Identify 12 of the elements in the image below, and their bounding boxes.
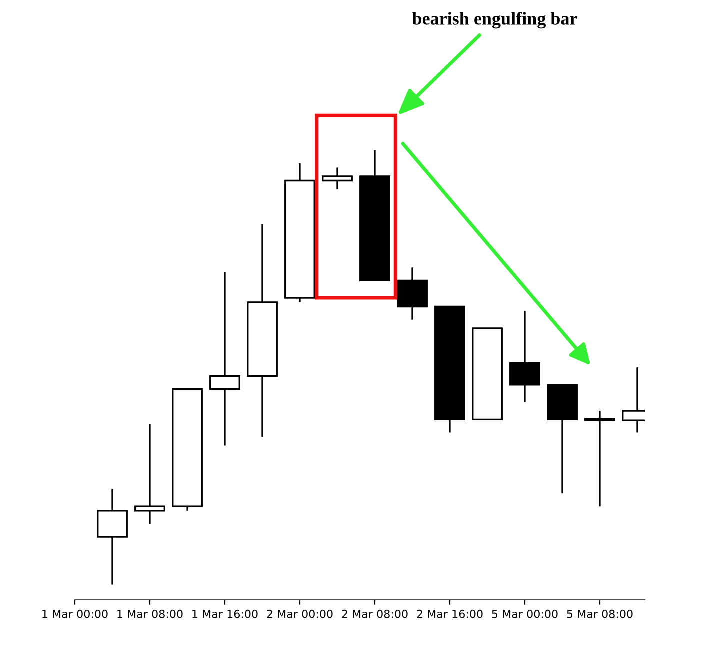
text: bearish engulfing bar	[412, 12, 578, 29]
x-tick-label: 2 Mar 00:00	[267, 610, 333, 618]
x-tick-label: 1 Mar 08:00	[118, 610, 183, 618]
x-tick-label: 2 Mar 08:00	[342, 610, 408, 618]
x-tick-label: 1 Mar 16:00	[192, 610, 258, 618]
x-tick-label: 5 Mar 08:00	[567, 610, 633, 618]
candlestick	[210, 271, 240, 447]
candlestick	[134, 423, 166, 525]
x-tick-label: 2 Mar 16:00	[417, 610, 483, 618]
x-tick-label: 5 Mar 00:00	[492, 610, 558, 618]
candlestick	[584, 410, 616, 508]
x-tick-label: 1 Mar 00:00	[42, 610, 108, 618]
